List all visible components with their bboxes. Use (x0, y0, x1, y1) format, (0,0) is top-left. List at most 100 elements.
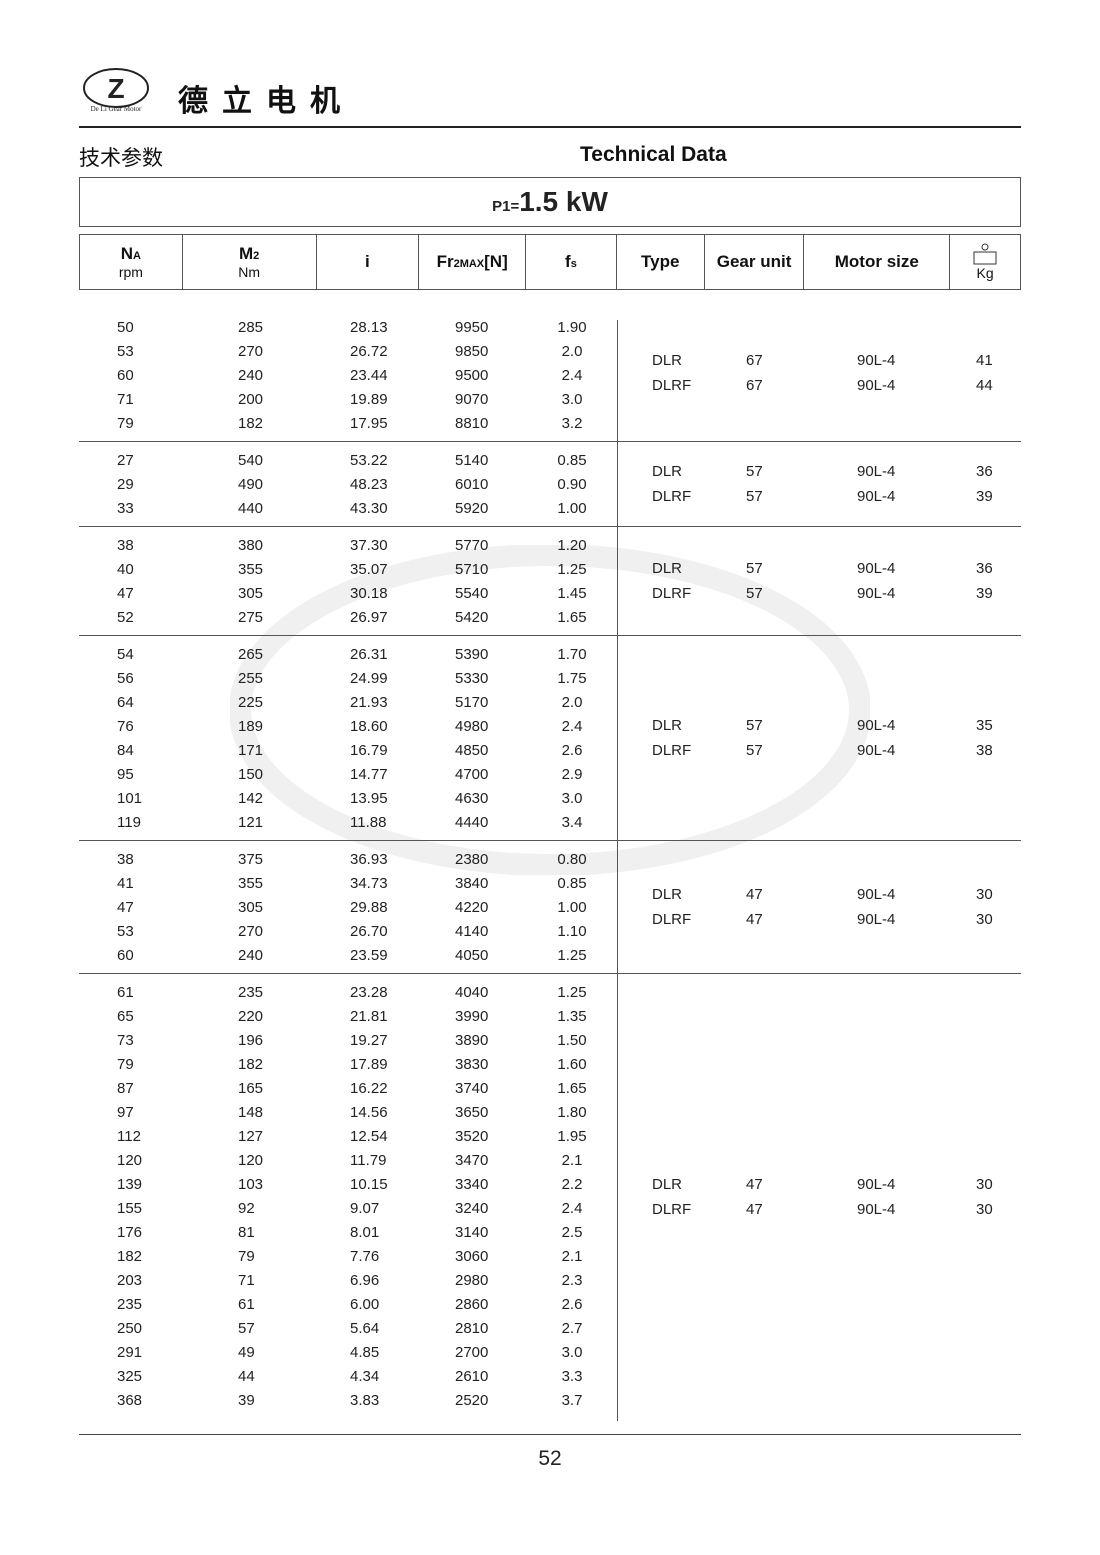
torque-cell: 103 (238, 1176, 264, 1193)
service-factor-cell: 2.7 (561, 1320, 583, 1337)
table-row: 38 380 37.30 5770 1.20 (79, 534, 1021, 558)
service-factor-cell: 2.4 (561, 718, 583, 735)
weight-cell: 41 (976, 352, 993, 369)
torque-cell: 182 (238, 1056, 264, 1073)
ratio-cell: 26.31 (350, 646, 388, 663)
speed-cell: 97 (117, 1104, 134, 1121)
radial-force-cell: 4140 (455, 923, 489, 940)
unit-info: DLR 47 90L-4 30 DLRF 47 90L-4 30 (618, 882, 1021, 932)
service-factor-cell: 2.1 (561, 1248, 583, 1265)
table-row: 64 225 21.93 5170 2.0 (79, 691, 1021, 715)
service-factor-cell: 0.90 (557, 476, 587, 493)
radial-force-cell: 4440 (455, 814, 489, 831)
torque-cell: 189 (238, 718, 264, 735)
unit-info: DLR 67 90L-4 41 DLRF 67 90L-4 44 (618, 348, 1021, 398)
motor-size-cell: 90L-4 (857, 886, 896, 903)
radial-force-cell: 2380 (455, 851, 489, 868)
torque-cell: 71 (238, 1272, 255, 1289)
brand-logo: Z De Li Gear Motor (83, 68, 149, 112)
weight-icon (973, 243, 997, 265)
unit-row: DLR 57 90L-4 36 (618, 459, 1021, 484)
ratio-cell: 21.93 (350, 694, 388, 711)
service-factor-cell: 3.7 (561, 1392, 583, 1409)
table-row: 54 265 26.31 5390 1.70 (79, 643, 1021, 667)
radial-force-cell: 3140 (455, 1224, 489, 1241)
ratio-cell: 23.44 (350, 367, 388, 384)
ratio-cell: 10.15 (350, 1176, 388, 1193)
ratio-cell: 14.56 (350, 1104, 388, 1121)
torque-cell: 305 (238, 899, 264, 916)
torque-cell: 380 (238, 537, 264, 554)
weight-cell: 30 (976, 1200, 993, 1218)
speed-cell: 41 (117, 875, 134, 892)
radial-force-cell: 5920 (455, 500, 489, 517)
type-cell: DLR (652, 463, 683, 480)
torque-cell: 39 (238, 1392, 255, 1409)
radial-force-cell: 5420 (455, 609, 489, 626)
type-cell: DLR (652, 560, 683, 577)
table-row: 176 81 8.01 3140 2.5 (79, 1221, 1021, 1245)
service-factor-cell: 3.0 (561, 1344, 583, 1361)
torque-cell: 220 (238, 1008, 264, 1025)
radial-force-cell: 3740 (455, 1080, 489, 1097)
service-factor-cell: 1.80 (557, 1104, 587, 1121)
speed-cell: 101 (117, 790, 143, 807)
ratio-cell: 53.22 (350, 452, 388, 469)
service-factor-cell: 1.70 (557, 646, 587, 663)
torque-cell: 182 (238, 415, 264, 432)
en-section-title: Technical Data (580, 143, 727, 166)
ratio-cell: 11.88 (350, 814, 387, 831)
weight-cell: 36 (976, 463, 993, 480)
speed-cell: 139 (117, 1176, 143, 1193)
table-row: 325 44 4.34 2610 3.3 (79, 1365, 1021, 1389)
torque-cell: 275 (238, 609, 264, 626)
speed-cell: 60 (117, 367, 134, 384)
torque-cell: 121 (238, 814, 264, 831)
service-factor-cell: 2.0 (561, 343, 583, 360)
cn-section-title: 技术参数 (79, 147, 163, 170)
service-factor-cell: 0.85 (557, 452, 587, 469)
radial-force-cell: 2700 (455, 1344, 489, 1361)
speed-cell: 120 (117, 1152, 143, 1169)
service-factor-cell: 1.65 (557, 609, 587, 626)
service-factor-cell: 1.35 (557, 1008, 587, 1025)
motor-size-cell: 90L-4 (857, 377, 896, 394)
unit-info: DLR 57 90L-4 35 DLRF 57 90L-4 38 (618, 713, 1021, 763)
motor-size-cell: 90L-4 (857, 742, 896, 759)
service-factor-cell: 2.4 (561, 367, 583, 384)
torque-cell: 49 (238, 1344, 255, 1361)
table-row: 101 142 13.95 4630 3.0 (79, 787, 1021, 811)
torque-cell: 142 (238, 790, 264, 807)
ratio-cell: 28.13 (350, 319, 388, 336)
service-factor-cell: 2.6 (561, 742, 583, 759)
column-unit: Nm (238, 264, 261, 280)
unit-row: DLR 67 90L-4 41 (618, 348, 1021, 373)
column-header: Gear unit (705, 235, 805, 289)
torque-cell: 120 (238, 1152, 264, 1169)
radial-force-cell: 3060 (455, 1248, 489, 1265)
radial-force-cell: 3990 (455, 1008, 489, 1025)
torque-cell: 355 (238, 875, 264, 892)
type-cell: DLRF (652, 585, 692, 602)
service-factor-cell: 1.45 (557, 585, 587, 602)
radial-force-cell: 4700 (455, 766, 489, 783)
ratio-cell: 35.07 (350, 561, 388, 578)
type-cell: DLR (652, 352, 683, 369)
table-group: 27 540 53.22 5140 0.85 29 490 48.23 6010 0.90 33 44… (79, 442, 1021, 527)
table-row: 38 375 36.93 2380 0.80 (79, 848, 1021, 872)
table-row: 250 57 5.64 2810 2.7 (79, 1317, 1021, 1341)
type-cell: DLR (652, 1175, 683, 1193)
radial-force-cell: 4040 (455, 984, 489, 1001)
ratio-cell: 11.79 (350, 1152, 387, 1169)
radial-force-cell: 9950 (455, 319, 489, 336)
service-factor-cell: 2.0 (561, 694, 583, 711)
ratio-cell: 26.70 (350, 923, 388, 940)
column-divider (617, 320, 618, 441)
speed-cell: 119 (117, 814, 141, 831)
table-row: 73 196 19.27 3890 1.50 (79, 1029, 1021, 1053)
unit-info: DLR 57 90L-4 36 DLRF 57 90L-4 39 (618, 556, 1021, 606)
service-factor-cell: 1.90 (557, 319, 587, 336)
ratio-cell: 48.23 (350, 476, 388, 493)
speed-cell: 53 (117, 343, 134, 360)
table-row: 41 355 34.73 3840 0.85 (79, 872, 1021, 896)
